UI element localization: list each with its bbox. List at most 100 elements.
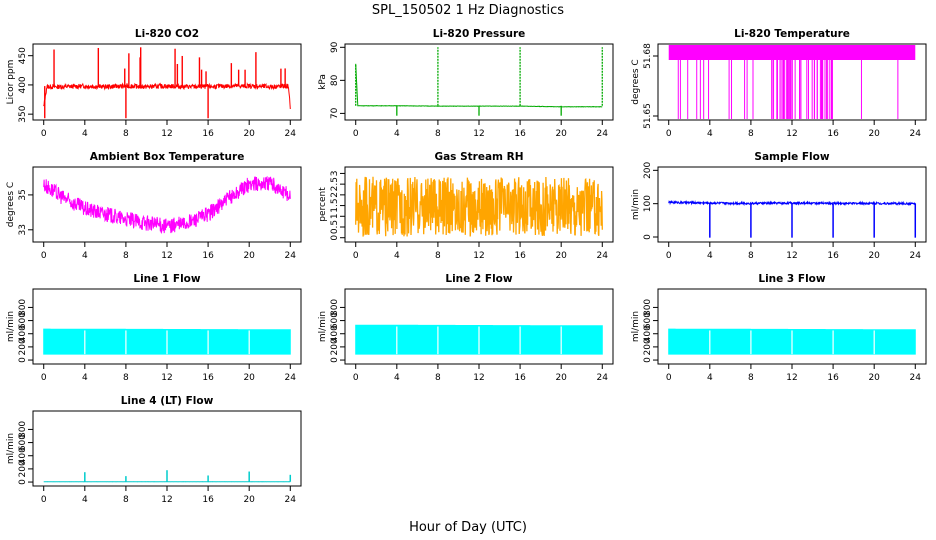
y-tick-label: 450 — [18, 47, 28, 64]
chart-series-line4 — [43, 470, 292, 483]
x-tick-label: 20 — [868, 373, 880, 383]
chart-series-licor_temp — [668, 45, 916, 119]
y-tick-label: 70 — [330, 107, 340, 119]
x-tick-label: 20 — [555, 129, 567, 139]
y-tick-label: 51.65 — [643, 103, 653, 129]
y-tick-label: 0 — [18, 479, 28, 485]
y-tick-label: 800 — [330, 299, 340, 316]
y-axis-label: ml/min — [631, 311, 641, 342]
y-tick-label: 600 — [18, 312, 28, 329]
y-tick-label: 0 — [330, 357, 340, 363]
x-tick-label: 24 — [285, 251, 297, 261]
plot-frame — [32, 43, 302, 121]
chart-title: Li-820 Temperature — [734, 28, 850, 40]
y-tick-label: 90 — [330, 41, 340, 53]
y-tick-label: 600 — [330, 312, 340, 329]
x-tick-label: 24 — [910, 129, 922, 139]
chart-series-line3 — [668, 328, 916, 355]
chart-series-co2 — [43, 47, 291, 119]
chart-title: Sample Flow — [754, 151, 829, 163]
x-tick-label: 8 — [435, 251, 441, 261]
y-tick-label: 80 — [330, 74, 340, 86]
x-tick-label: 12 — [161, 251, 172, 261]
chart-series-rh — [355, 176, 603, 237]
x-tick-label: 16 — [202, 373, 214, 383]
chart-series-sample_flow — [668, 199, 917, 238]
x-tick-label: 20 — [555, 373, 567, 383]
x-tick-label: 0 — [666, 251, 672, 261]
x-tick-label: 16 — [202, 251, 214, 261]
chart-title: Gas Stream RH — [434, 151, 523, 163]
chart-title: Line 4 (LT) Flow — [121, 395, 214, 407]
x-tick-label: 24 — [597, 251, 609, 261]
x-tick-label: 12 — [473, 251, 484, 261]
x-tick-label: 24 — [285, 373, 297, 383]
series-line — [43, 82, 291, 110]
y-tick-label: 400 — [18, 325, 28, 342]
y-tick-label: 600 — [18, 434, 28, 451]
chart-title: Line 1 Flow — [133, 273, 200, 285]
chart-title: Ambient Box Temperature — [90, 151, 245, 163]
y-tick-label: 200 — [330, 338, 340, 355]
x-tick-label: 0 — [41, 495, 47, 505]
x-tick-label: 24 — [597, 129, 609, 139]
x-tick-label: 0 — [41, 129, 47, 139]
x-tick-label: 8 — [435, 373, 441, 383]
chart-title: Li-820 CO2 — [135, 28, 199, 40]
x-tick-label: 12 — [161, 495, 172, 505]
y-tick-label: 200 — [643, 338, 653, 355]
chart-panel-line2: Line 2 Flow 0 4 8 12 16 20 24 0 200400600800ml/mi… — [318, 273, 614, 383]
x-tick-label: 0 — [41, 373, 47, 383]
x-tick-label: 12 — [473, 129, 484, 139]
x-tick-label: 8 — [123, 495, 129, 505]
y-tick-label: 400 — [18, 447, 28, 464]
x-tick-label: 24 — [597, 373, 609, 383]
series-line — [43, 175, 291, 235]
y-tick-label: 51.68 — [643, 43, 653, 69]
x-tick-label: 20 — [243, 495, 255, 505]
y-axis-label: degrees C — [631, 59, 641, 104]
x-tick-label: 8 — [748, 251, 754, 261]
x-tick-label: 0 — [666, 373, 672, 383]
chart-panel-box_temp: Ambient Box Temperature 0 4 8 12 16 20 24 33 35de… — [6, 151, 302, 261]
x-tick-label: 8 — [123, 251, 129, 261]
x-tick-label: 8 — [123, 373, 129, 383]
chart-series-pressure — [355, 47, 603, 116]
y-tick-label: 800 — [18, 421, 28, 438]
y-axis-label: percent — [318, 187, 328, 222]
x-tick-label: 12 — [786, 373, 797, 383]
y-axis-label: ml/min — [6, 311, 16, 342]
x-tick-label: 24 — [285, 495, 297, 505]
chart-panel-pressure: Li-820 Pressure 0 4 8 12 16 20 24 70 80 90 kPa — [318, 28, 614, 139]
y-tick-label: 400 — [643, 325, 653, 342]
chart-panel-rh: Gas Stream RH0 4 8 12 16 20 2400.511.522.53per… — [318, 151, 614, 261]
chart-series-line1 — [43, 328, 291, 355]
y-axis-label: ml/min — [318, 311, 328, 342]
y-tick-label: 2.5 — [330, 177, 340, 191]
x-tick-label: 20 — [868, 129, 880, 139]
y-tick-label: 350 — [18, 105, 28, 122]
x-tick-label: 24 — [910, 373, 922, 383]
x-tick-label: 16 — [202, 129, 214, 139]
x-tick-label: 4 — [394, 373, 400, 383]
y-tick-label: 1.5 — [330, 198, 340, 212]
figure-title: SPL_150502 1 Hz Diagnostics — [372, 3, 564, 18]
y-tick-label: 200 — [18, 338, 28, 355]
x-tick-label: 20 — [555, 251, 567, 261]
chart-series-line2 — [355, 324, 603, 355]
x-tick-label: 8 — [748, 129, 754, 139]
chart-title: Line 3 Flow — [758, 273, 825, 285]
figure-x-axis-label: Hour of Day (UTC) — [409, 520, 527, 535]
chart-panel-line4: Line 4 (LT) Flow 0 4 8 12 16 20 24 0 200400600800… — [6, 395, 302, 505]
y-tick-label: 400 — [18, 76, 28, 93]
x-tick-label: 20 — [868, 251, 880, 261]
x-tick-label: 16 — [514, 129, 526, 139]
series-line — [355, 176, 603, 237]
x-tick-label: 4 — [82, 373, 88, 383]
y-tick-label: 0 — [643, 234, 653, 240]
y-tick-label: 0 — [18, 357, 28, 363]
chart-panel-sample_flow: Sample Flow 0 4 8 12 16 20 24 0 100 200 ml/min — [631, 151, 927, 261]
